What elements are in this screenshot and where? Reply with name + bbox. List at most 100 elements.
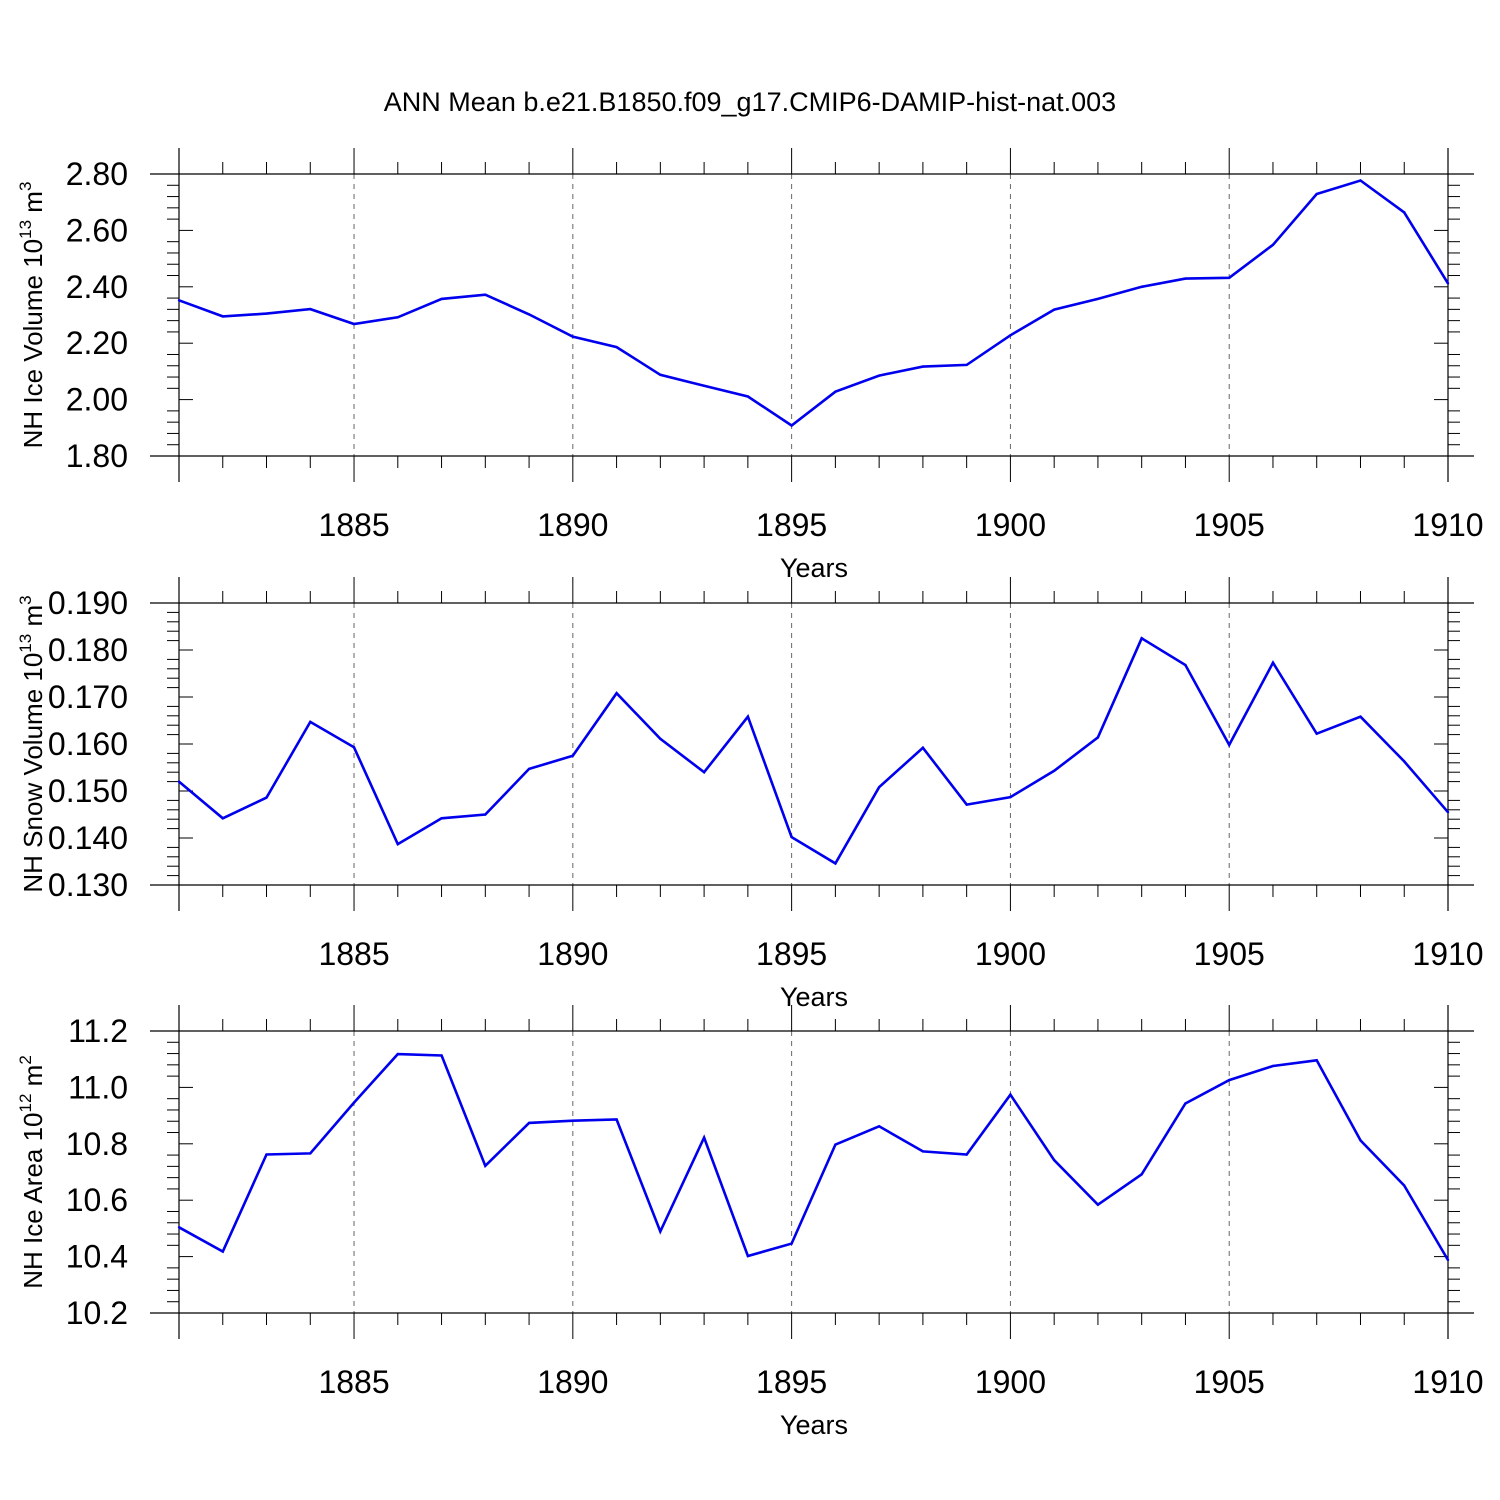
data-point [309,1152,312,1155]
data-point [1271,1064,1275,1068]
y-tick-label: 11.0 [68,1069,128,1105]
data-point [1446,1258,1450,1262]
data-point [702,1136,706,1139]
x-tick-label: 1885 [318,507,389,543]
data-point [527,767,531,771]
data-point [1009,795,1012,799]
data-point [1184,1102,1187,1105]
data-point [965,803,968,806]
series-line [178,636,1449,866]
data-point [527,313,531,316]
data-point [265,1153,268,1156]
data-point [1228,276,1231,279]
y-axis-label: NH Snow Volume 1013 m3 [16,595,48,892]
data-point [615,692,618,695]
x-tick-label: 1890 [537,507,608,543]
data-point [1271,243,1275,246]
x-tick-label: 1905 [1194,936,1265,972]
data-point [615,345,618,349]
y-tick-label: 10.8 [66,1126,128,1162]
data-point [1096,1203,1100,1206]
data-point [1140,637,1143,640]
y-tick-label: 0.130 [48,867,128,903]
data-point [396,842,399,846]
data-point [527,1121,531,1125]
x-tick-label: 1900 [975,936,1046,972]
data-point [702,384,706,387]
data-point [571,1119,575,1122]
data-point [1096,736,1100,739]
data-point [1140,285,1143,288]
data-point [1009,334,1012,337]
data-point [1140,1173,1143,1176]
panels: 1.80 2.00 2.20 2.40 2.60 2.80 1885 1890 1895 1900… [16,148,1484,1440]
data-point [265,312,268,315]
panel-3: 10.2 10.4 10.6 10.8 11.0 11.2 1885 1890 1895 1900… [16,1005,1484,1440]
data-point [484,1164,487,1167]
data-point [484,813,487,816]
y-tick-label: 0.140 [48,820,128,856]
data-point [440,1054,443,1057]
data-point [746,1254,750,1258]
data-point [1403,211,1406,214]
x-tick-label: 1905 [1194,507,1265,543]
data-point [659,373,662,376]
y-tick-label: 1.80 [66,438,128,474]
data-point [877,786,881,789]
data-point [396,316,399,319]
y-tick-label: 10.4 [66,1239,128,1275]
data-point [1052,769,1056,772]
data-point [440,817,443,820]
data-point [309,720,312,724]
x-tick-label: 1910 [1412,507,1483,543]
data-point [1403,760,1406,763]
x-tick-label: 1910 [1412,936,1483,972]
data-point [1228,743,1231,747]
data-point [484,293,487,296]
x-tick-label: 1895 [756,936,827,972]
x-axis-label: Years [780,1410,848,1440]
data-point [440,297,443,301]
y-tick-label: 2.20 [66,325,128,361]
panel-2: 0.130 0.140 0.150 0.160 0.170 0.180 0.190 1885 1… [16,577,1484,1012]
data-point [309,307,312,311]
x-tick-label: 1890 [537,1364,608,1400]
y-tick-label: 10.2 [66,1295,128,1331]
y-tick-label: 0.160 [48,726,128,762]
x-tick-label: 1895 [756,507,827,543]
data-point [177,1226,181,1229]
data-point [1315,732,1318,735]
data-point [1052,308,1056,311]
x-tick-label: 1910 [1412,1364,1483,1400]
data-point [790,1242,793,1245]
data-point [659,1230,662,1233]
y-axis-label: NH Ice Area 1012 m2 [16,1055,48,1289]
y-tick-label: 2.00 [66,382,128,418]
data-point [221,817,224,820]
y-tick-label: 0.190 [48,585,128,621]
data-point [921,365,925,368]
data-point [352,746,356,749]
data-point [1052,1158,1056,1162]
data-point [746,395,750,398]
y-tick-label: 0.180 [48,632,128,668]
data-point [1403,1184,1406,1187]
y-tick-label: 2.60 [66,212,128,248]
x-tick-label: 1900 [975,507,1046,543]
data-point [571,335,575,338]
chart-title: ANN Mean b.e21.B1850.f09_g17.CMIP6-DAMIP… [384,87,1116,117]
x-tick-label: 1900 [975,1364,1046,1400]
data-point [877,374,881,377]
data-point [834,1143,837,1146]
y-tick-label: 10.6 [66,1182,128,1218]
data-point [221,1250,224,1253]
x-tick-label: 1895 [756,1364,827,1400]
data-point [1446,282,1450,285]
x-tick-label: 1905 [1194,1364,1265,1400]
data-point [1359,1139,1362,1142]
data-point [790,835,793,839]
y-tick-label: 2.40 [66,269,128,305]
data-point [1184,277,1187,280]
data-point [265,796,268,799]
